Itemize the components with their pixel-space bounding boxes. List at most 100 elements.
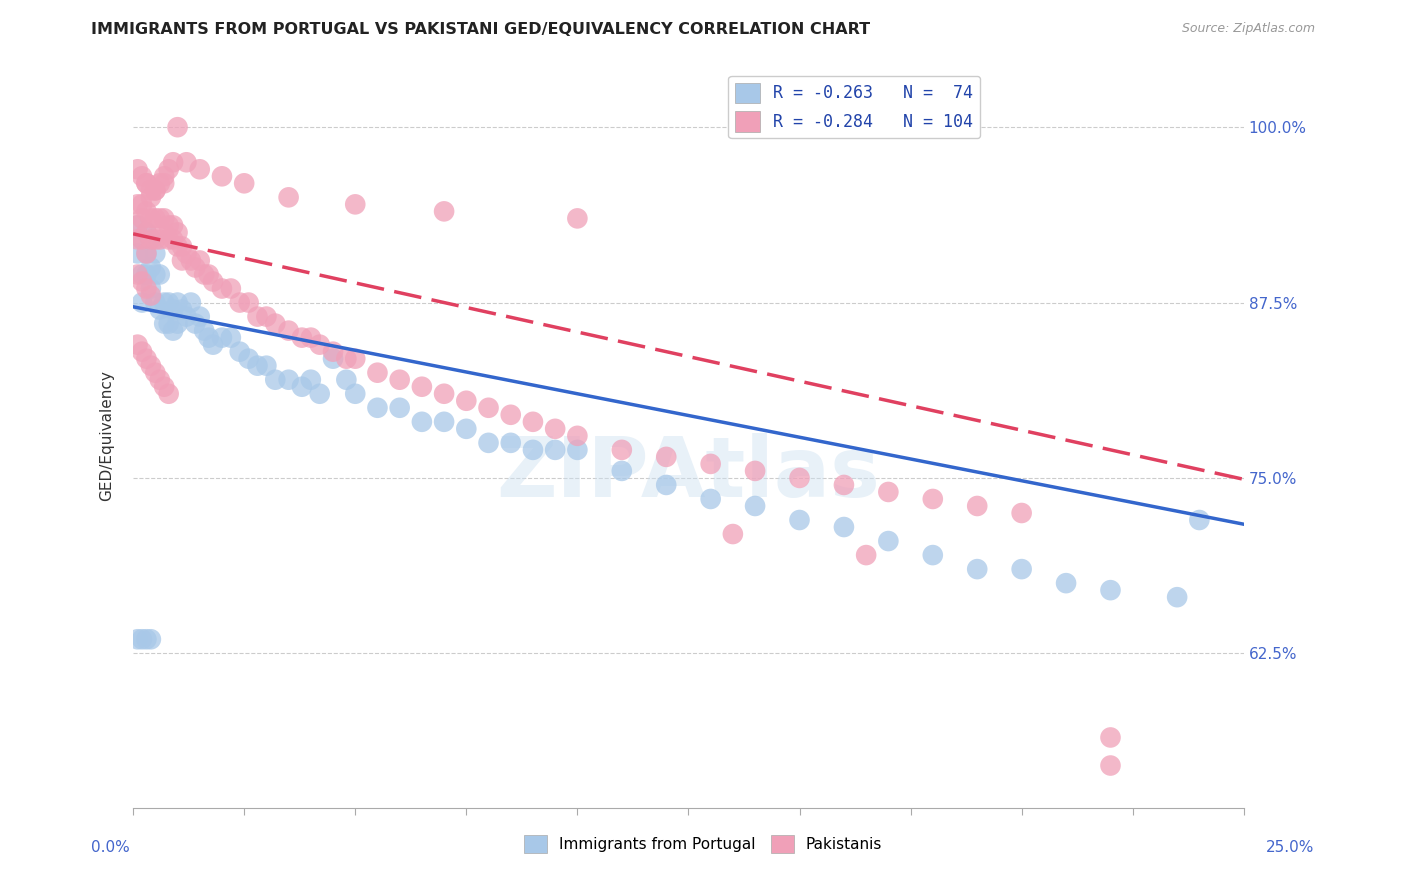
Point: [162, 324, 184, 338]
Point: [135, 226, 157, 240]
Point: [166, 120, 188, 135]
Point: [162, 219, 184, 233]
Point: [202, 275, 225, 289]
Point: [139, 281, 162, 295]
Point: [153, 226, 176, 240]
Point: [131, 232, 153, 246]
Point: [153, 295, 176, 310]
Point: [202, 337, 225, 351]
Point: [157, 386, 180, 401]
Point: [188, 310, 211, 324]
Point: [1099, 758, 1122, 772]
Point: [211, 331, 233, 345]
Point: [264, 373, 287, 387]
Point: [127, 246, 149, 260]
Point: [335, 373, 357, 387]
Point: [433, 204, 456, 219]
Point: [166, 295, 188, 310]
Point: [135, 226, 157, 240]
Point: [170, 253, 193, 268]
Point: [131, 211, 153, 226]
Point: [193, 324, 215, 338]
Point: [254, 310, 277, 324]
Point: [166, 317, 188, 331]
Point: [1166, 590, 1188, 604]
Point: [291, 380, 314, 394]
Point: [277, 373, 299, 387]
Point: [149, 302, 172, 317]
Point: [211, 281, 233, 295]
Point: [499, 435, 522, 450]
Point: [211, 169, 233, 184]
Point: [522, 442, 544, 457]
Text: 25.0%: 25.0%: [1267, 840, 1315, 855]
Point: [655, 478, 678, 492]
Point: [127, 632, 149, 647]
Point: [143, 246, 166, 260]
Point: [499, 408, 522, 422]
Point: [149, 373, 172, 387]
Point: [832, 520, 855, 534]
Point: [143, 183, 166, 197]
Point: [522, 415, 544, 429]
Point: [1188, 513, 1211, 527]
Text: 0.0%: 0.0%: [91, 840, 131, 855]
Point: [567, 429, 589, 443]
Point: [544, 422, 567, 436]
Point: [789, 471, 811, 485]
Point: [135, 246, 157, 260]
Point: [344, 197, 367, 211]
Point: [131, 232, 153, 246]
Point: [1011, 506, 1033, 520]
Point: [143, 211, 166, 226]
Point: [238, 351, 260, 366]
Point: [366, 366, 388, 380]
Point: [162, 302, 184, 317]
Point: [143, 183, 166, 197]
Point: [153, 380, 176, 394]
Point: [149, 268, 172, 282]
Point: [143, 366, 166, 380]
Point: [131, 295, 153, 310]
Point: [153, 317, 176, 331]
Point: [966, 562, 988, 576]
Point: [131, 344, 153, 359]
Point: [131, 169, 153, 184]
Point: [127, 219, 149, 233]
Point: [188, 253, 211, 268]
Point: [149, 232, 172, 246]
Point: [477, 435, 499, 450]
Point: [921, 548, 943, 562]
Point: [567, 442, 589, 457]
Point: [921, 491, 943, 506]
Point: [188, 162, 211, 177]
Point: [544, 442, 567, 457]
Point: [139, 232, 162, 246]
Point: [254, 359, 277, 373]
Point: [299, 373, 322, 387]
Point: [127, 197, 149, 211]
Point: [1054, 576, 1077, 591]
Point: [610, 464, 633, 478]
Legend: R = -0.263   N =  74, R = -0.284   N = 104: R = -0.263 N = 74, R = -0.284 N = 104: [728, 76, 980, 138]
Point: [180, 253, 202, 268]
Point: [233, 177, 256, 191]
Point: [162, 155, 184, 169]
Point: [157, 219, 180, 233]
Point: [135, 351, 157, 366]
Point: [238, 295, 260, 310]
Point: [388, 401, 411, 415]
Point: [131, 275, 153, 289]
Point: [162, 232, 184, 246]
Point: [655, 450, 678, 464]
Point: [335, 351, 357, 366]
Point: [855, 548, 877, 562]
Y-axis label: GED/Equivalency: GED/Equivalency: [100, 370, 114, 501]
Point: [308, 337, 330, 351]
Point: [131, 268, 153, 282]
Point: [127, 162, 149, 177]
Point: [176, 246, 198, 260]
Point: [197, 268, 219, 282]
Point: [127, 337, 149, 351]
Point: [197, 331, 219, 345]
